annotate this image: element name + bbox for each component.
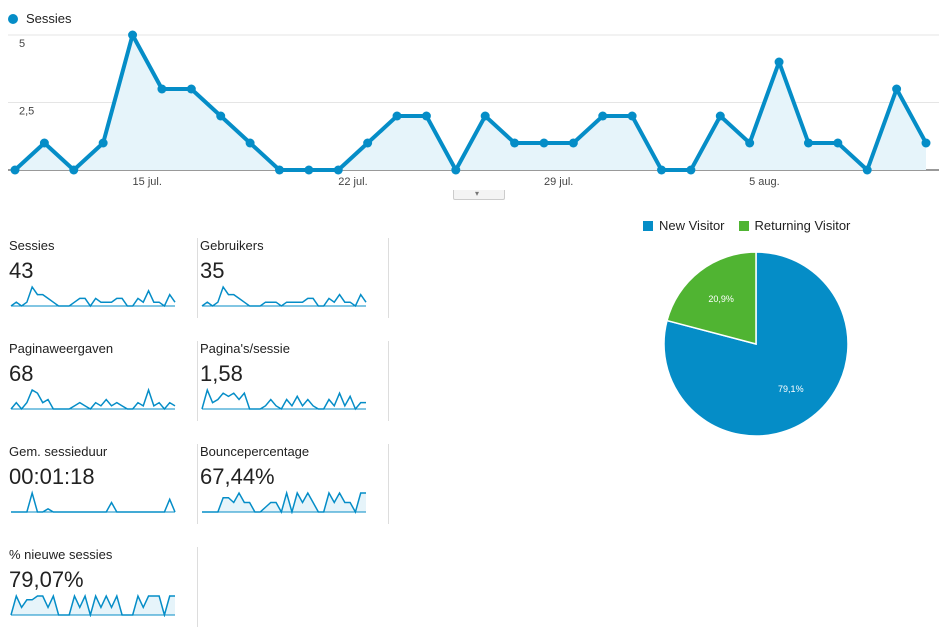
legend-label: Sessies bbox=[26, 11, 72, 26]
x-tick-label: 29 jul. bbox=[544, 176, 573, 188]
metric-label: Gebruikers bbox=[200, 238, 264, 253]
data-point[interactable] bbox=[98, 138, 108, 148]
x-tick-label: 5 aug. bbox=[749, 176, 780, 188]
metric-sparkline bbox=[10, 285, 176, 308]
sparkline-line bbox=[202, 490, 366, 514]
pie-legend-label: New Visitor bbox=[659, 218, 725, 233]
data-point[interactable] bbox=[539, 138, 549, 148]
data-point[interactable] bbox=[892, 84, 902, 94]
data-point[interactable] bbox=[421, 111, 431, 121]
metric-card[interactable]: Gem. sessieduur 00:01:18 bbox=[9, 444, 198, 524]
chart-legend[interactable]: Sessies bbox=[8, 11, 72, 26]
metric-value: 00:01:18 bbox=[9, 464, 95, 489]
metric-label: Gem. sessieduur bbox=[9, 444, 108, 459]
metric-label: Sessies bbox=[9, 238, 55, 253]
new-visitor-swatch bbox=[643, 220, 653, 231]
pie-slice-label: 79,1% bbox=[778, 384, 804, 394]
data-point[interactable] bbox=[833, 138, 843, 148]
data-point[interactable] bbox=[803, 138, 813, 148]
metric-label: Pagina's/sessie bbox=[200, 341, 290, 356]
metric-value: 1,58 bbox=[200, 361, 243, 386]
metric-divider bbox=[388, 341, 389, 421]
metric-sparkline bbox=[201, 285, 367, 308]
metric-card[interactable]: % nieuwe sessies 79,07% bbox=[9, 547, 198, 627]
data-point[interactable] bbox=[10, 165, 20, 175]
metric-card[interactable]: Sessies 43 bbox=[9, 238, 198, 318]
data-point[interactable] bbox=[921, 138, 931, 148]
pie-slice-label: 20,9% bbox=[708, 294, 734, 304]
visitor-pie-chart: 79,1% 20,9% bbox=[663, 251, 849, 437]
y-tick-label: 2,5 bbox=[19, 106, 34, 118]
sparkline-line bbox=[201, 285, 367, 308]
metric-card[interactable]: Paginaweergaven 68 bbox=[9, 341, 198, 421]
data-point[interactable] bbox=[69, 165, 79, 175]
series-line-sessies bbox=[13, 33, 928, 172]
metric-divider bbox=[388, 444, 389, 524]
y-tick-label: 5 bbox=[19, 38, 25, 50]
data-point[interactable] bbox=[333, 165, 343, 175]
chart-resize-handle[interactable]: ▾ bbox=[453, 190, 505, 200]
data-point[interactable] bbox=[157, 84, 167, 94]
data-point[interactable] bbox=[128, 30, 138, 40]
metric-value: 68 bbox=[9, 361, 34, 386]
sparkline-line bbox=[10, 593, 175, 617]
sparkline-line bbox=[10, 387, 176, 411]
metric-card[interactable]: Bouncepercentage 67,44% bbox=[200, 444, 389, 524]
pie-slice[interactable] bbox=[666, 251, 757, 345]
data-point[interactable] bbox=[568, 138, 578, 148]
metric-divider bbox=[197, 444, 198, 524]
pie-slice[interactable] bbox=[663, 251, 849, 437]
data-point[interactable] bbox=[392, 111, 402, 121]
data-point[interactable] bbox=[862, 165, 872, 175]
sparkline-line bbox=[201, 387, 366, 411]
metric-sparkline bbox=[201, 387, 366, 411]
metric-sparkline bbox=[202, 490, 366, 514]
sparkline-line bbox=[10, 285, 176, 308]
metric-card[interactable]: Gebruikers 35 bbox=[200, 238, 389, 318]
metric-label: Bouncepercentage bbox=[200, 444, 310, 459]
metric-value: 35 bbox=[200, 258, 225, 283]
metric-sparkline bbox=[10, 593, 175, 617]
metric-label: % nieuwe sessies bbox=[9, 547, 113, 562]
metric-value: 43 bbox=[9, 258, 34, 283]
data-point[interactable] bbox=[627, 111, 637, 121]
sessions-line-chart: 5 2,5 15 jul. 22 jul. 29 jul. 5 aug. bbox=[8, 30, 939, 188]
series-color-dot bbox=[8, 13, 18, 24]
metric-sparkline bbox=[10, 387, 176, 411]
pie-legend: New Visitor Returning Visitor bbox=[643, 218, 864, 233]
metric-divider bbox=[388, 238, 389, 318]
data-point[interactable] bbox=[304, 165, 314, 175]
data-point[interactable] bbox=[186, 84, 196, 94]
metric-value: 79,07% bbox=[9, 567, 84, 592]
metric-divider bbox=[197, 341, 198, 421]
returning-visitor-swatch bbox=[738, 220, 749, 231]
metric-value: 67,44% bbox=[200, 464, 275, 489]
data-point[interactable] bbox=[363, 138, 373, 148]
data-point[interactable] bbox=[480, 111, 490, 121]
data-point[interactable] bbox=[216, 111, 226, 121]
x-tick-label: 15 jul. bbox=[133, 176, 162, 188]
data-point[interactable] bbox=[510, 138, 520, 148]
data-point[interactable] bbox=[715, 111, 725, 121]
data-point[interactable] bbox=[39, 138, 49, 148]
data-point[interactable] bbox=[745, 138, 755, 148]
data-point[interactable] bbox=[598, 111, 608, 121]
resize-arrow-icon: ▾ bbox=[475, 189, 480, 198]
sparkline-line bbox=[11, 490, 176, 513]
metric-divider bbox=[197, 547, 198, 627]
data-point[interactable] bbox=[774, 57, 784, 67]
data-point[interactable] bbox=[245, 138, 255, 148]
pie-legend-returning-visitor[interactable]: Returning Visitor bbox=[738, 218, 851, 233]
x-tick-label: 22 jul. bbox=[338, 176, 367, 188]
data-point[interactable] bbox=[274, 165, 284, 175]
metric-sparkline bbox=[11, 490, 176, 513]
metric-divider bbox=[197, 238, 198, 318]
data-point[interactable] bbox=[451, 165, 461, 175]
data-point[interactable] bbox=[686, 165, 696, 175]
pie-legend-new-visitor[interactable]: New Visitor bbox=[643, 218, 725, 233]
metric-label: Paginaweergaven bbox=[9, 341, 114, 356]
data-point[interactable] bbox=[657, 165, 667, 175]
pie-legend-label: Returning Visitor bbox=[754, 218, 851, 233]
metric-card[interactable]: Pagina's/sessie 1,58 bbox=[200, 341, 389, 421]
